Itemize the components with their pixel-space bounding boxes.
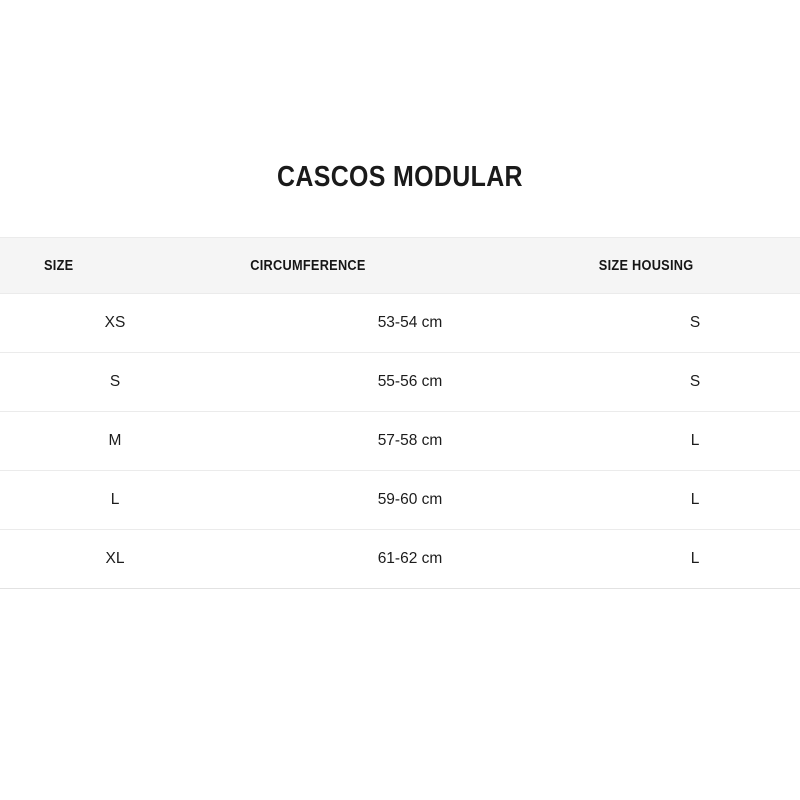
column-header-size-housing: SIZE HOUSING — [590, 237, 800, 294]
cell-size: XL — [0, 529, 230, 589]
column-header-circumference-label: CIRCUMFERENCE — [250, 257, 366, 274]
table-header-row: SIZE CIRCUMFERENCE SIZE HOUSING — [0, 237, 800, 294]
cell-size: M — [0, 411, 230, 471]
cell-circumference: 59-60 cm — [230, 470, 590, 530]
table-body: XS 53-54 cm S S 55-56 cm S M 57-58 cm L … — [0, 293, 800, 589]
column-header-size-label: SIZE — [44, 257, 74, 274]
column-header-size: SIZE — [0, 237, 230, 294]
cell-circumference: 55-56 cm — [230, 352, 590, 412]
table-row: L 59-60 cm L — [0, 470, 800, 530]
table-row: S 55-56 cm S — [0, 352, 800, 412]
cell-size-housing: S — [590, 293, 800, 353]
table-row: XS 53-54 cm S — [0, 293, 800, 353]
page-title: CASCOS MODULAR — [277, 161, 523, 193]
cell-size-housing: L — [590, 470, 800, 530]
size-chart-table: SIZE CIRCUMFERENCE SIZE HOUSING XS 53-54… — [0, 237, 800, 589]
cell-size-housing: L — [590, 529, 800, 589]
table-row: XL 61-62 cm L — [0, 529, 800, 589]
page-title-container: CASCOS MODULAR — [0, 160, 800, 194]
cell-circumference: 57-58 cm — [230, 411, 590, 471]
cell-size-housing: S — [590, 352, 800, 412]
table-row: M 57-58 cm L — [0, 411, 800, 471]
cell-size: XS — [0, 293, 230, 353]
column-header-size-housing-label: SIZE HOUSING — [598, 257, 694, 274]
cell-size-housing: L — [590, 411, 800, 471]
cell-circumference: 53-54 cm — [230, 293, 590, 353]
column-header-circumference: CIRCUMFERENCE — [230, 237, 590, 294]
table-header: SIZE CIRCUMFERENCE SIZE HOUSING — [0, 237, 800, 294]
cell-circumference: 61-62 cm — [230, 529, 590, 589]
cell-size: S — [0, 352, 230, 412]
cell-size: L — [0, 470, 230, 530]
